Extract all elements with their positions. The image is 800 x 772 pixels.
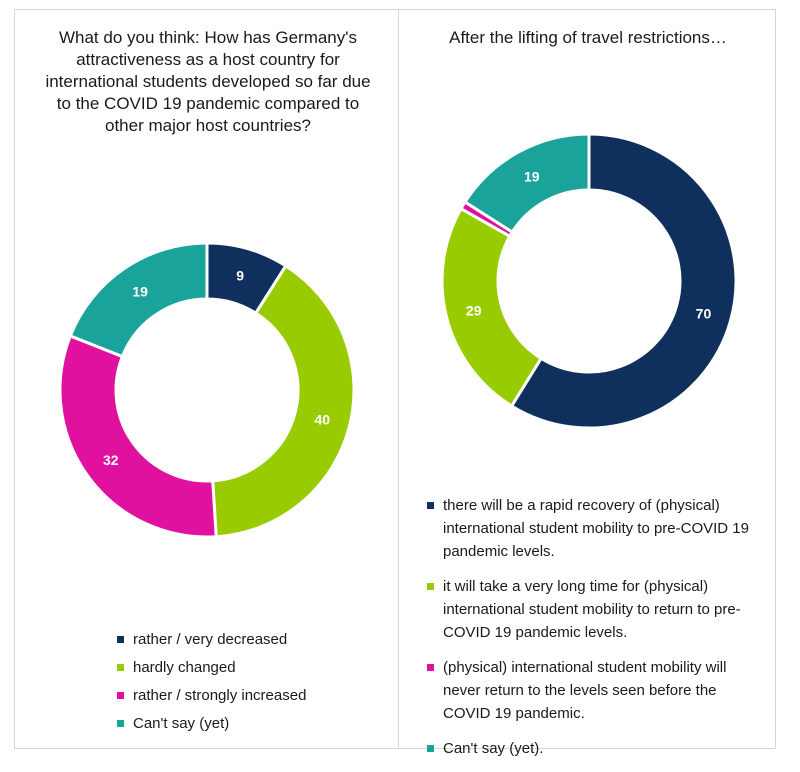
- legend-item: (physical) international student mobilit…: [427, 656, 762, 725]
- legend-swatch: [117, 636, 124, 643]
- legend-label: (physical) international student mobilit…: [443, 659, 727, 722]
- legend-swatch: [117, 692, 124, 699]
- legend-item: there will be a rapid recovery of (physi…: [427, 494, 762, 563]
- left-donut-chart: 9 40 32 19: [58, 241, 356, 539]
- legend-item: hardly changed: [117, 656, 387, 679]
- legend-swatch: [427, 502, 434, 509]
- legend-item: rather / very decreased: [117, 628, 387, 651]
- legend-label: rather / very decreased: [133, 631, 288, 648]
- donut-slice: [462, 132, 591, 235]
- legend-swatch: [117, 720, 124, 727]
- legend-label: hardly changed: [133, 659, 236, 676]
- legend-item: rather / strongly increased: [117, 684, 387, 707]
- legend-label: there will be a rapid recovery of (physi…: [443, 497, 749, 560]
- slice-data-label: 29: [466, 303, 482, 319]
- donut-slice: [58, 333, 218, 539]
- left-chart-title: What do you think: How has Germany's att…: [45, 28, 371, 135]
- right-donut-chart: 70 29 19: [440, 132, 738, 430]
- slice-data-label: 9: [236, 268, 244, 284]
- panel-divider: [398, 9, 399, 749]
- slice-data-label: 19: [132, 284, 148, 300]
- legend-swatch: [427, 583, 434, 590]
- legend-swatch: [117, 664, 124, 671]
- right-chart-title: After the lifting of travel restrictions…: [449, 28, 727, 47]
- slice-data-label: 19: [524, 169, 540, 185]
- donut-slice: [509, 132, 738, 430]
- slice-data-label: 32: [103, 452, 119, 468]
- legend-swatch: [427, 745, 434, 752]
- slice-data-label: 70: [696, 306, 712, 322]
- donut-slice: [68, 241, 209, 359]
- legend-label: it will take a very long time for (physi…: [443, 578, 741, 641]
- legend-item: Can't say (yet): [117, 712, 387, 735]
- left-legend: rather / very decreased hardly changed r…: [117, 628, 387, 740]
- legend-label: Can't say (yet).: [443, 740, 544, 757]
- legend-label: rather / strongly increased: [133, 687, 307, 704]
- legend-swatch: [427, 664, 434, 671]
- right-legend: there will be a rapid recovery of (physi…: [427, 494, 762, 772]
- slice-data-label: 40: [314, 412, 330, 428]
- donut-slice: [440, 206, 544, 409]
- chart-frame: [14, 9, 776, 749]
- legend-item: Can't say (yet).: [427, 737, 762, 760]
- donut-slice: [211, 263, 356, 539]
- legend-item: it will take a very long time for (physi…: [427, 575, 762, 644]
- legend-label: Can't say (yet): [133, 715, 230, 732]
